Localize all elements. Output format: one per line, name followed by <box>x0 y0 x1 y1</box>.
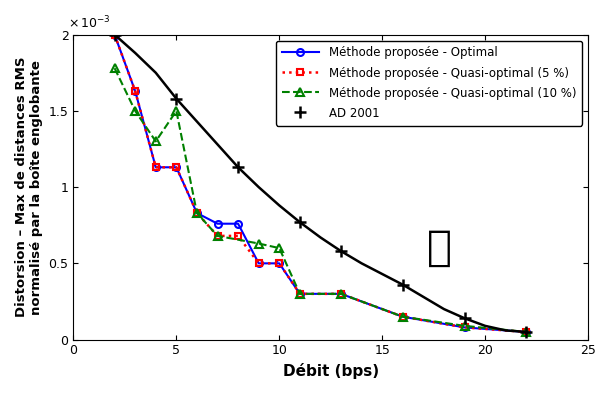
Méthode proposée - Quasi-optimal (5 %) <box>193 211 200 216</box>
Text: 🦕: 🦕 <box>428 227 452 269</box>
Méthode proposée - Quasi-optimal (5 %) <box>255 261 262 266</box>
Méthode proposée - Optimal <box>255 261 262 266</box>
Méthode proposée - Optimal <box>399 314 406 319</box>
Méthode proposée - Quasi-optimal (5 %) <box>461 325 468 330</box>
Méthode proposée - Quasi-optimal (5 %) <box>276 261 283 266</box>
Méthode proposée - Quasi-optimal (10 %) <box>399 314 406 319</box>
Méthode proposée - Quasi-optimal (10 %) <box>276 246 283 251</box>
Méthode proposée - Optimal <box>235 221 242 226</box>
AD 2001 <box>399 282 406 287</box>
Méthode proposée - Quasi-optimal (5 %) <box>173 165 180 170</box>
Méthode proposée - Quasi-optimal (10 %) <box>522 330 530 335</box>
AD 2001 <box>235 165 242 170</box>
Méthode proposée - Optimal <box>522 330 530 335</box>
Méthode proposée - Quasi-optimal (10 %) <box>337 292 345 296</box>
Méthode proposée - Quasi-optimal (5 %) <box>522 330 530 335</box>
Line: AD 2001: AD 2001 <box>108 28 533 338</box>
Méthode proposée - Optimal <box>337 292 345 296</box>
Méthode proposée - Quasi-optimal (10 %) <box>214 234 221 238</box>
Méthode proposée - Optimal <box>131 89 139 93</box>
Y-axis label: Distorsion – Max de distances RMS
normalisé par la boîte englobante: Distorsion – Max de distances RMS normal… <box>15 57 43 317</box>
Line: Méthode proposée - Optimal: Méthode proposée - Optimal <box>111 31 530 335</box>
Legend: Méthode proposée - Optimal, Méthode proposée - Quasi-optimal (5 %), Méthode prop: Méthode proposée - Optimal, Méthode prop… <box>276 41 582 126</box>
Méthode proposée - Quasi-optimal (10 %) <box>173 108 180 113</box>
Méthode proposée - Optimal <box>296 292 304 296</box>
Méthode proposée - Quasi-optimal (5 %) <box>399 314 406 319</box>
Méthode proposée - Quasi-optimal (5 %) <box>214 234 221 238</box>
Méthode proposée - Quasi-optimal (5 %) <box>152 165 159 170</box>
AD 2001 <box>173 96 180 101</box>
Méthode proposée - Quasi-optimal (5 %) <box>235 234 242 238</box>
Text: $\times\,10^{-3}$: $\times\,10^{-3}$ <box>68 15 111 32</box>
Méthode proposée - Quasi-optimal (5 %) <box>111 32 119 37</box>
Méthode proposée - Quasi-optimal (10 %) <box>255 241 262 246</box>
Méthode proposée - Quasi-optimal (5 %) <box>337 292 345 296</box>
AD 2001 <box>337 249 345 253</box>
X-axis label: Débit (bps): Débit (bps) <box>283 363 379 379</box>
Méthode proposée - Quasi-optimal (10 %) <box>152 139 159 144</box>
Méthode proposée - Optimal <box>173 165 180 170</box>
AD 2001 <box>522 330 530 335</box>
Méthode proposée - Quasi-optimal (5 %) <box>296 292 304 296</box>
Méthode proposée - Quasi-optimal (10 %) <box>111 66 119 71</box>
Méthode proposée - Quasi-optimal (10 %) <box>131 108 139 113</box>
Méthode proposée - Optimal <box>193 211 200 216</box>
Méthode proposée - Quasi-optimal (10 %) <box>296 292 304 296</box>
Méthode proposée - Quasi-optimal (5 %) <box>131 89 139 93</box>
Méthode proposée - Optimal <box>276 261 283 266</box>
Méthode proposée - Optimal <box>111 32 119 37</box>
AD 2001 <box>461 316 468 321</box>
AD 2001 <box>296 220 304 225</box>
Line: Méthode proposée - Quasi-optimal (5 %): Méthode proposée - Quasi-optimal (5 %) <box>111 31 530 335</box>
Méthode proposée - Optimal <box>152 165 159 170</box>
Méthode proposée - Quasi-optimal (10 %) <box>461 323 468 328</box>
Méthode proposée - Optimal <box>214 221 221 226</box>
Méthode proposée - Optimal <box>461 325 468 330</box>
Méthode proposée - Quasi-optimal (10 %) <box>193 211 200 216</box>
AD 2001 <box>111 32 119 37</box>
Line: Méthode proposée - Quasi-optimal (10 %): Méthode proposée - Quasi-optimal (10 %) <box>111 64 530 336</box>
